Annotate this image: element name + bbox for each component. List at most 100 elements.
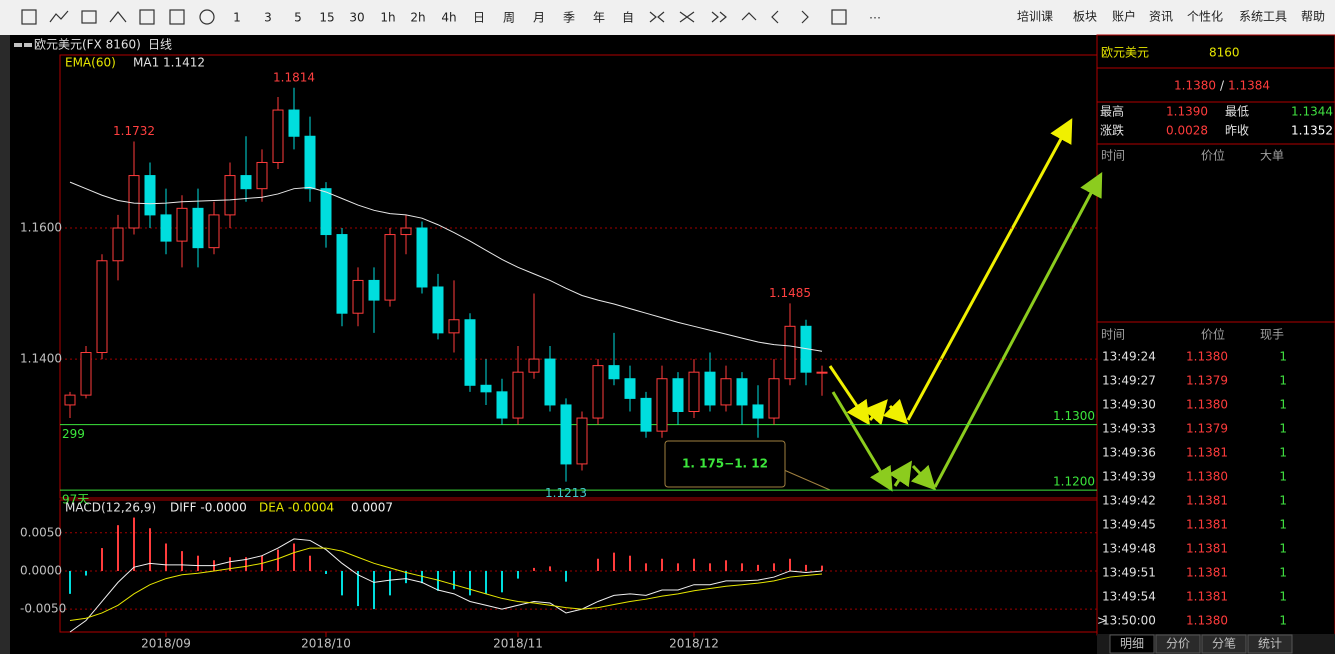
dea-label: DEA -0.0004 <box>259 501 334 515</box>
trade-price: 1.1381 <box>1186 494 1228 508</box>
period-button[interactable]: 1 <box>233 11 241 25</box>
menu-item[interactable]: 账户 <box>1112 9 1136 24</box>
candle-body <box>512 371 524 419</box>
candle-body <box>336 234 348 314</box>
menu-item[interactable]: 系统工具 <box>1239 10 1287 24</box>
quote-code: 8160 <box>1209 46 1240 60</box>
period-button[interactable]: 30 <box>349 11 364 25</box>
period-button[interactable]: 季 <box>563 11 575 25</box>
period-button[interactable]: 月 <box>533 11 545 25</box>
period-button[interactable]: 5 <box>294 11 302 25</box>
trade-header: 时间 <box>1101 328 1125 342</box>
trade-time: 13:49:36 <box>1102 446 1156 460</box>
menu-item[interactable]: 帮助 <box>1301 10 1325 24</box>
period-button[interactable]: 年 <box>593 11 605 25</box>
period-button[interactable]: 自 <box>622 11 634 25</box>
level-note: 299 <box>62 427 85 441</box>
candle-body <box>672 378 684 412</box>
candle-body <box>128 175 140 229</box>
level-label: 1.1200 <box>1053 475 1095 489</box>
candle-body <box>240 175 252 190</box>
candle-body <box>96 260 108 354</box>
tab[interactable] <box>1155 634 1201 654</box>
tab-label[interactable]: 明细 <box>1120 637 1144 651</box>
x-tick-label: 2018/09 <box>141 637 191 651</box>
main-panel <box>59 54 1098 499</box>
candle-body <box>384 234 396 301</box>
macd-line <box>69 538 823 633</box>
candle-body <box>448 319 460 334</box>
price-sep: / <box>1220 79 1225 93</box>
candle-body <box>400 227 412 236</box>
y-tick-label: 0.0000 <box>20 563 62 577</box>
trade-qty: 1 <box>1279 398 1287 412</box>
extreme-label: 1.1814 <box>273 70 315 84</box>
candle-body <box>576 417 588 465</box>
period-button[interactable]: 1h <box>380 11 395 25</box>
level-note: 97天 <box>62 493 89 507</box>
more-icon[interactable]: ⋯ <box>869 11 881 25</box>
candle-body <box>224 175 236 216</box>
x-tick-label: 2018/10 <box>301 637 351 651</box>
candle-body <box>144 175 156 216</box>
candle-body <box>272 109 284 163</box>
candle-body <box>496 391 508 419</box>
candle-body <box>192 207 204 249</box>
tab[interactable] <box>1201 634 1247 654</box>
candle-body <box>320 188 332 236</box>
candle-body <box>432 286 444 334</box>
period-button[interactable]: 2h <box>410 11 425 25</box>
quote-name: 欧元美元 <box>1101 46 1149 60</box>
big-order-header: 时间 <box>1101 149 1125 163</box>
candle-body <box>528 358 540 373</box>
quote-stat: 昨收 <box>1225 124 1249 138</box>
period-button[interactable]: 15 <box>319 11 334 25</box>
tab-label[interactable]: 统计 <box>1258 637 1282 651</box>
y-tick-label: 1.1400 <box>20 352 62 366</box>
quote-stat: 0.0028 <box>1166 124 1208 138</box>
trade-time: 13:50:00 <box>1102 614 1156 628</box>
trade-qty: 1 <box>1279 446 1287 460</box>
trade-price: 1.1379 <box>1186 374 1228 388</box>
candle-body <box>160 214 172 242</box>
trade-time: 13:49:42 <box>1102 494 1156 508</box>
menu-item[interactable]: 资讯 <box>1149 10 1173 24</box>
trade-price: 1.1381 <box>1186 566 1228 580</box>
trade-qty: 1 <box>1279 350 1287 364</box>
ma-label: MA1 1.1412 <box>133 56 205 70</box>
period-button[interactable]: 3 <box>264 11 272 25</box>
menu-item[interactable]: 板块 <box>1073 10 1097 24</box>
candle-body <box>352 279 364 314</box>
candle-body <box>416 227 428 288</box>
symbol-icon <box>14 43 32 47</box>
menu-item[interactable]: 个性化 <box>1187 10 1223 24</box>
candle-body <box>208 214 220 249</box>
candle-body <box>592 365 604 419</box>
tab[interactable] <box>1247 634 1293 654</box>
quote-stat: 涨跌 <box>1100 123 1124 138</box>
period-button[interactable]: 4h <box>441 11 456 25</box>
period-button[interactable]: 日 <box>473 11 485 25</box>
tab[interactable] <box>1109 634 1155 654</box>
trade-price: 1.1381 <box>1186 446 1228 460</box>
quote-stat: 1.1352 <box>1291 124 1333 138</box>
macd-value-label: 0.0007 <box>351 501 393 515</box>
callout-text: 1. 175−1. 12 <box>682 457 768 471</box>
trade-price: 1.1380 <box>1186 398 1228 412</box>
big-order-header: 价位 <box>1201 148 1225 163</box>
indicator-label: EMA(60) <box>65 56 116 70</box>
tab-label[interactable]: 分笔 <box>1212 636 1236 651</box>
menu-item[interactable]: 培训课 <box>1017 9 1053 24</box>
side-strip <box>0 35 10 654</box>
tab-label[interactable]: 分价 <box>1166 637 1190 651</box>
extreme-label: 1.1732 <box>113 124 155 138</box>
period-label[interactable]: 日线 <box>148 38 172 52</box>
period-button[interactable]: 周 <box>503 11 515 25</box>
trade-time: 13:49:54 <box>1102 590 1156 604</box>
trade-price: 1.1381 <box>1186 590 1228 604</box>
side-panel <box>1096 34 1335 636</box>
trade-qty: 1 <box>1279 566 1287 580</box>
trade-header: 现手 <box>1260 328 1284 342</box>
y-tick-label: -0.0050 <box>20 602 66 616</box>
